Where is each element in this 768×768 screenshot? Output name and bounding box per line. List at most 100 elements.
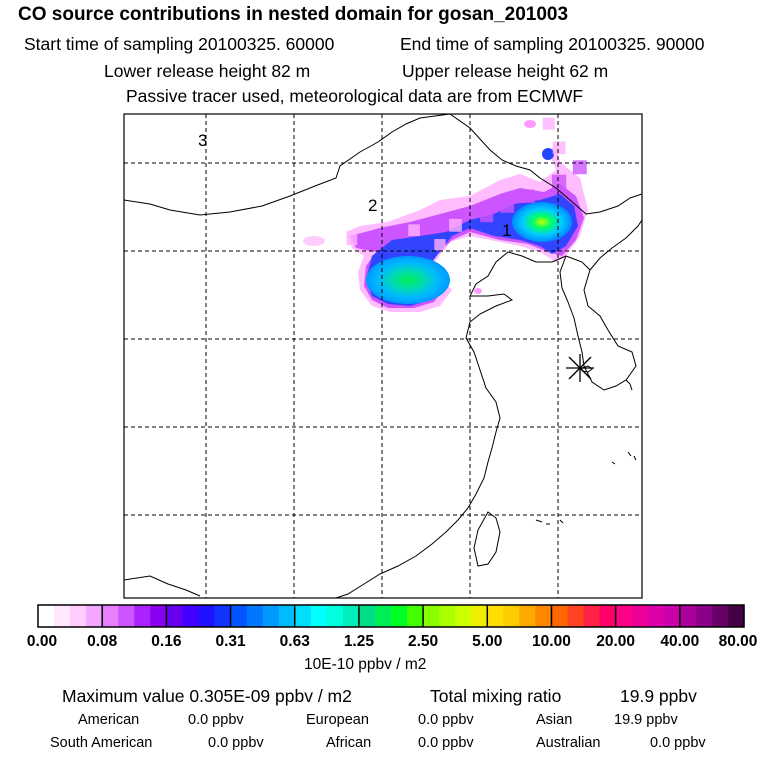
region-african-name: African <box>326 735 372 751</box>
colorbar-tick-label: 0.31 <box>215 633 246 650</box>
plume-cell-4 <box>449 218 462 232</box>
receptor-marker <box>566 354 594 382</box>
colorbar-units: 10E-10 ppbv / m2 <box>304 656 427 673</box>
colorbar-swatch-10 <box>182 605 200 627</box>
colorbar-swatch-7 <box>134 605 151 627</box>
coastline-bohai <box>335 251 567 598</box>
colorbar-tick-label: 0.00 <box>27 633 57 650</box>
colorbar-swatch-37 <box>615 605 633 627</box>
region-label-2: 2 <box>368 196 377 215</box>
plume-cell-5 <box>480 209 494 223</box>
plume-core-west <box>366 256 450 304</box>
colorbar-swatch-20 <box>342 605 360 627</box>
region-asian-value: 19.9 ppbv <box>614 712 678 728</box>
colorbar-swatch-25 <box>423 605 440 627</box>
region-south-american-name: South American <box>50 735 153 751</box>
plume-cell-10 <box>552 141 566 155</box>
colorbar-swatch-24 <box>407 605 424 627</box>
colorbar-swatch-4 <box>86 605 103 627</box>
colorbar-swatch-14 <box>246 605 264 627</box>
colorbar-tick-label: 0.16 <box>151 633 182 650</box>
total-mixing-label: Total mixing ratio <box>430 686 562 706</box>
colorbar-swatch-1 <box>38 605 55 627</box>
region-american-name: American <box>78 712 140 728</box>
plume-cell-1 <box>346 234 358 246</box>
colorbar-swatch-31 <box>519 605 537 627</box>
colorbar-frame <box>37 604 745 628</box>
colorbar-swatch-44 <box>727 605 745 627</box>
region-australian-name: Australian <box>536 735 601 751</box>
taiwan-coast <box>473 511 501 567</box>
island-chain-2 <box>535 519 564 525</box>
colorbar-swatch-9 <box>166 605 184 627</box>
border-north <box>124 114 451 216</box>
korea-north-coast <box>589 219 642 271</box>
colorbar-swatch-15 <box>262 605 280 627</box>
colorbar-swatch-16 <box>278 605 296 627</box>
total-mixing-value: 19.9 ppbv <box>620 686 697 706</box>
colorbar-swatch-28 <box>471 605 488 627</box>
colorbar-swatch-22 <box>374 605 392 627</box>
plume-core-north <box>512 202 572 242</box>
colorbar-tick-label: 5.00 <box>472 633 502 650</box>
region-asian-name: Asian <box>536 712 573 728</box>
plume-speck-3 <box>474 288 482 294</box>
plume-cell-3 <box>434 239 446 251</box>
colorbar-swatch-21 <box>358 605 376 627</box>
colorbar-swatch-19 <box>326 605 344 627</box>
colorbar-swatch-36 <box>599 605 617 627</box>
colorbar-swatch-40 <box>663 605 681 627</box>
colorbar <box>37 604 745 628</box>
border-north-east <box>449 114 642 215</box>
colorbar-swatch-13 <box>230 605 248 627</box>
korea-coast <box>559 255 637 391</box>
colorbar-swatch-12 <box>214 605 232 627</box>
colorbar-swatch-26 <box>439 605 456 627</box>
plume-overlay <box>346 117 587 251</box>
colorbar-swatch-23 <box>391 605 408 627</box>
colorbar-swatch-3 <box>70 605 87 627</box>
colorbar-swatch-17 <box>294 605 312 627</box>
island-chain-1 <box>611 379 637 465</box>
coastlines <box>124 114 642 598</box>
max-value-label: Maximum value 0.305E-09 ppbv / m2 <box>62 686 352 706</box>
plume-cell-6 <box>500 199 515 213</box>
colorbar-tick-label: 2.50 <box>408 633 438 650</box>
chart-title: CO source contributions in nested domain… <box>18 4 569 25</box>
upper-release-height-label: Upper release height 62 m <box>402 61 609 81</box>
colorbar-swatch-43 <box>711 605 729 627</box>
region-african-value: 0.0 ppbv <box>418 735 474 751</box>
colorbar-swatch-41 <box>679 605 697 627</box>
grid-lines <box>124 114 642 598</box>
plume-speck-1 <box>524 120 536 128</box>
colorbar-swatch-34 <box>567 605 585 627</box>
plume-speck-2 <box>303 236 325 246</box>
region-european-value: 0.0 ppbv <box>418 712 474 728</box>
colorbar-swatch-8 <box>150 605 167 627</box>
colorbar-swatch-11 <box>198 605 216 627</box>
region-south-american-value: 0.0 ppbv <box>208 735 264 751</box>
colorbar-tick-label: 0.08 <box>87 633 118 650</box>
colorbar-tick-label: 80.00 <box>719 633 758 650</box>
colorbar-swatch-6 <box>118 605 135 627</box>
colorbar-swatch-35 <box>583 605 601 627</box>
start-time-label: Start time of sampling 20100325. 60000 <box>24 34 335 54</box>
colorbar-tick-labels: 0.00 0.08 0.16 0.31 0.63 1.25 2.50 5.00 10.00 20.… <box>27 605 757 650</box>
colorbar-swatch-38 <box>631 605 649 627</box>
map-frame <box>123 113 643 599</box>
plume-cell-9 <box>572 160 587 175</box>
colorbar-swatch-30 <box>503 605 520 627</box>
colorbar-swatch-42 <box>695 605 713 627</box>
plume-cell-2 <box>408 224 420 236</box>
plume-layer <box>303 120 588 312</box>
colorbar-tick-label: 0.63 <box>280 633 311 650</box>
region-european-name: European <box>306 712 369 728</box>
region-australian-value: 0.0 ppbv <box>650 735 706 751</box>
plume-cell-7 <box>521 189 535 204</box>
plume-spot-east <box>542 148 554 160</box>
southwest-border <box>124 575 201 597</box>
colorbar-swatch-32 <box>535 605 553 627</box>
colorbar-tick-label: 1.25 <box>344 633 375 650</box>
lower-release-height-label: Lower release height 82 m <box>104 61 311 81</box>
